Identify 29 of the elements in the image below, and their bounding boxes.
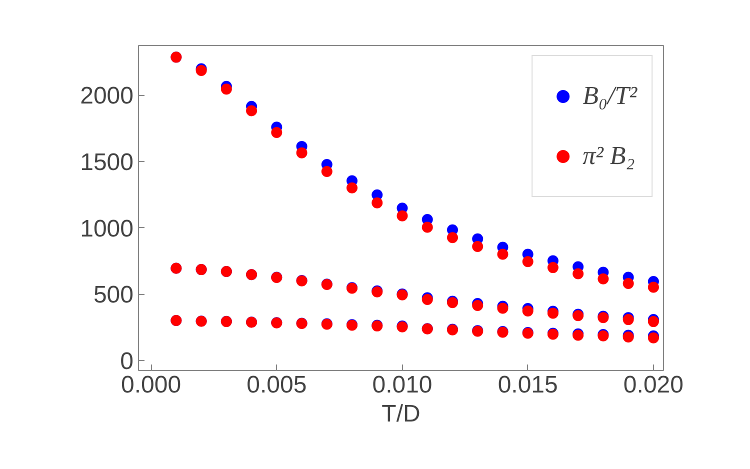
y-tick-label: 1000 (80, 215, 134, 242)
point (547, 262, 558, 274)
point (372, 197, 383, 208)
point (296, 147, 308, 158)
legend-label: B₀/T² (582, 81, 637, 111)
legend-label: π² B₂ (582, 141, 635, 171)
point (572, 268, 584, 280)
point (622, 278, 634, 289)
point (396, 210, 408, 222)
x-axis-title: T/D (382, 400, 420, 428)
point (321, 166, 332, 178)
x-tick-label: 0.020 (623, 372, 684, 398)
point (472, 240, 484, 252)
point (598, 273, 609, 284)
point (422, 222, 433, 233)
y-tick-label: 2000 (80, 82, 134, 110)
point (271, 127, 282, 138)
y-tick-label: 500 (93, 282, 134, 309)
point (346, 182, 358, 194)
point (648, 282, 659, 293)
point (246, 105, 258, 116)
x-tick-label: 0.010 (372, 372, 432, 398)
point (220, 84, 232, 95)
point (522, 256, 534, 268)
point (497, 248, 508, 260)
x-tick-label: 0.005 (246, 372, 307, 398)
x-tick-label: 0.015 (498, 372, 558, 398)
y-tick-label: 1500 (80, 149, 134, 176)
point (446, 232, 458, 244)
